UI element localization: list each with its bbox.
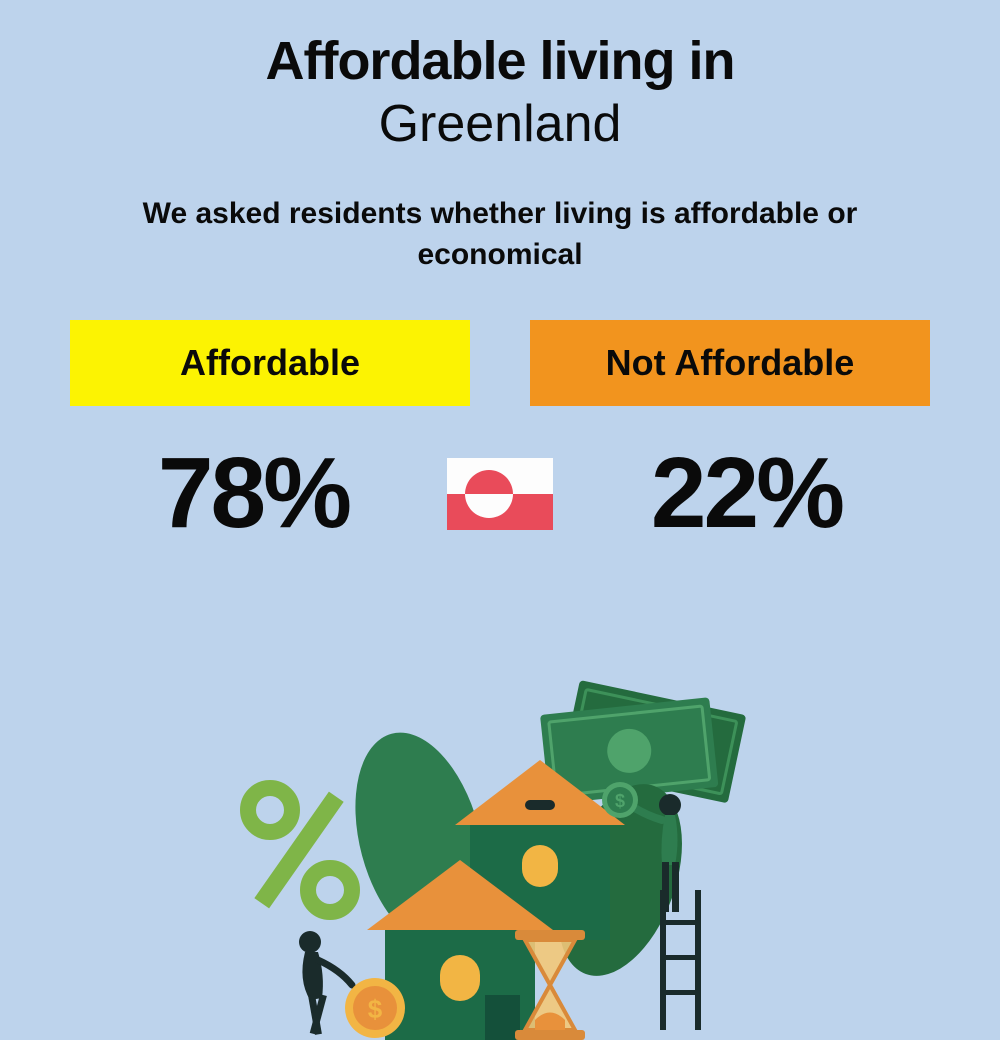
title-location: Greenland xyxy=(60,94,940,154)
title-bold: Affordable living in xyxy=(60,30,940,92)
label-affordable: Affordable xyxy=(70,320,470,406)
svg-text:$: $ xyxy=(615,791,625,811)
subtitle: We asked residents whether living is aff… xyxy=(60,194,940,275)
greenland-flag-icon xyxy=(447,458,553,530)
values-row: 78% 22% xyxy=(60,436,940,551)
affordability-illustration: $ $ xyxy=(220,660,780,1040)
labels-row: Affordable Not Affordable xyxy=(60,320,940,406)
value-affordable: 78% xyxy=(70,436,437,551)
svg-text:$: $ xyxy=(368,994,383,1024)
label-not-affordable: Not Affordable xyxy=(530,320,930,406)
value-not-affordable: 22% xyxy=(563,436,930,551)
